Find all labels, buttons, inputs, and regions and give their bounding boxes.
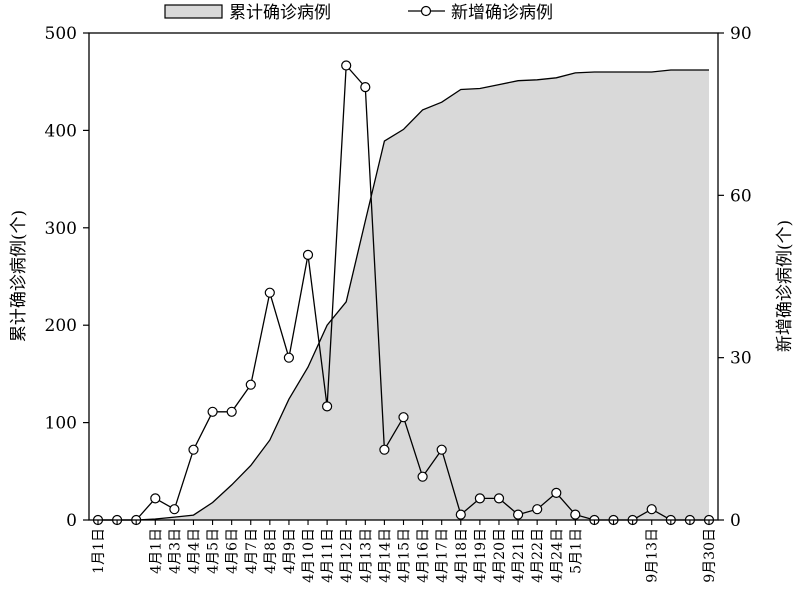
new-cases-point <box>379 444 390 455</box>
right-tick-label: 0 <box>730 511 741 531</box>
x-tick-label: 4月13日 <box>358 528 374 583</box>
x-tick-label: 4月24日 <box>549 528 565 583</box>
new-cases-point <box>474 493 485 504</box>
new-cases-point <box>302 249 314 260</box>
new-cases-point <box>360 81 371 93</box>
left-tick-label: 100 <box>45 414 77 434</box>
new-cases-point <box>398 412 409 423</box>
new-cases-point <box>646 504 657 515</box>
left-tick-label: 500 <box>45 24 77 44</box>
cumulative-area <box>98 70 709 520</box>
cumulative-line <box>98 69 709 521</box>
x-tick-label: 4月4日 <box>187 528 203 574</box>
x-tick-label: 4月19日 <box>473 528 489 583</box>
new-cases-point <box>264 287 275 298</box>
x-tick-label: 4月12日 <box>339 528 355 583</box>
new-cases-point <box>188 444 199 455</box>
x-axis-ticks: 1月1日 4月1日 4月3日 4月4日 4月5日 4月6日 4月7日 4月8日 4月9日 4月10… <box>91 520 718 583</box>
x-tick-label: 4月14日 <box>377 528 393 583</box>
x-tick-label: 4月10日 <box>301 528 317 583</box>
legend-area-label: 累计确诊病例 <box>229 3 331 23</box>
x-tick-label: 4月1日 <box>148 528 164 574</box>
left-tick-label: 200 <box>45 316 77 336</box>
x-tick-label: 9月30日 <box>702 528 718 583</box>
x-tick-label: 4月9日 <box>282 528 298 574</box>
x-tick-label: 4月22日 <box>530 528 546 583</box>
left-tick-label: 400 <box>45 121 77 141</box>
new-cases-point <box>512 509 524 520</box>
new-cases-point <box>455 509 466 520</box>
x-tick-label: 5月1日 <box>568 528 584 574</box>
new-cases-point <box>436 444 447 455</box>
right-axis-label: 新增确诊病例(个) <box>775 220 795 352</box>
x-tick-label: 4月6日 <box>225 528 241 574</box>
right-tick-label: 90 <box>730 24 752 44</box>
new-cases-point <box>322 401 333 412</box>
legend-marker-swatch <box>420 5 432 17</box>
x-tick-label: 4月21日 <box>511 528 527 583</box>
new-cases-point <box>226 406 237 417</box>
x-tick-label: 4月17日 <box>435 528 451 583</box>
new-cases-point <box>341 60 352 71</box>
new-cases-point <box>207 406 218 417</box>
legend-area-swatch <box>164 4 223 19</box>
x-tick-label: 1月1日 <box>91 528 107 574</box>
x-tick-label: 4月15日 <box>397 528 413 583</box>
x-tick-label: 9月13日 <box>645 528 661 583</box>
x-tick-label: 4月20日 <box>492 528 508 583</box>
left-tick-label: 300 <box>45 219 77 239</box>
x-tick-label: 4月3日 <box>167 528 183 574</box>
new-cases-point <box>150 493 161 504</box>
x-tick-label: 4月7日 <box>244 528 260 574</box>
new-cases-point <box>493 493 505 504</box>
right-tick-label: 60 <box>730 186 752 206</box>
x-tick-label: 4月8日 <box>263 528 279 574</box>
new-cases-point <box>283 352 294 363</box>
new-cases-point <box>169 504 180 515</box>
legend: 累计确诊病例 新增确诊病例 <box>164 3 553 23</box>
right-tick-label: 30 <box>730 349 752 369</box>
x-tick-label: 4月16日 <box>416 528 432 583</box>
x-tick-label: 4月18日 <box>454 528 470 583</box>
new-cases-point <box>570 509 581 520</box>
left-axis-ticks: 0 100 200 300 400 500 <box>45 24 89 531</box>
new-cases-point <box>532 504 543 515</box>
new-cases-point <box>417 471 428 482</box>
new-cases-point <box>551 487 562 498</box>
legend-line-label: 新增确诊病例 <box>451 3 553 23</box>
left-axis-label: 累计确诊病例(个) <box>9 210 29 342</box>
new-cases-point <box>245 379 256 390</box>
x-tick-label: 4月11日 <box>320 528 336 583</box>
left-tick-label: 0 <box>66 511 77 531</box>
x-tick-label: 4月5日 <box>206 528 222 574</box>
right-axis-ticks: 0 30 60 90 <box>718 24 752 531</box>
